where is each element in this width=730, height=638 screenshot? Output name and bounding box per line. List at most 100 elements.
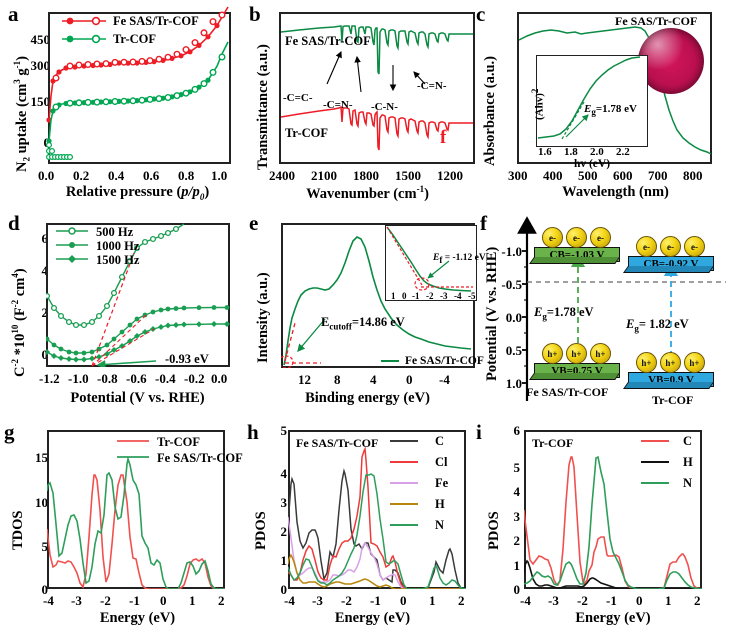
panel-g-xtick-4: 0 [160,593,167,608]
panel-f-electron-fe-2: e- [590,227,611,248]
panel-f-cb-band-tr-3d [623,266,714,273]
panel-e-xtick-4: -4 [439,372,450,387]
panel-e-inset-xtick-4: -3 [440,291,448,301]
panel-e: e Intensity (a.u.) Binding energy (eV) 1… [245,205,486,410]
panel-f-label: f [480,211,487,235]
panel-c-label: c [476,2,486,26]
panel-b-xlabel: Wavenumber (cm-1) [306,184,429,202]
panel-h-ytick-2: 2 [280,524,288,539]
panel-a-xtick-4: 0.8 [178,168,195,183]
panel-e-svg [281,236,472,368]
panel-c-inset-xtick-3: 2.2 [616,146,630,158]
panel-b-curve-label-0: Fe SAS/Tr-COF [285,34,371,48]
panel-i-ytick-3: 3 [513,509,521,524]
panel-e-xtick-1: 8 [334,372,341,387]
panel-e-inset-frame [385,225,477,301]
panel-h-xtick-2: -2 [341,593,352,608]
panel-h-legend-label-1: Cl [435,455,448,469]
panel-c-inset-svg [537,56,641,140]
panel-c-xtick-5: 800 [683,168,703,183]
panel-a-ytick-0: 0 [43,135,51,150]
panel-i-legend-swatches [641,440,669,484]
panel-f-hole-fe-2: h+ [590,343,611,364]
panel-e-xtick-3: 0 [406,372,413,387]
panel-e-xtick-0: 12 [298,372,311,387]
panel-f-electron-fe-0: e- [542,227,563,248]
panel-h-xlabel: Energy (eV) [334,610,411,626]
panel-a-xlabel: Relative pressure (p/p0) [65,184,210,202]
panel-d-xtick-1: -1.0 [68,371,89,386]
panel-a-series-tr [45,41,229,161]
panel-d-xtick-0: -1.2 [39,371,60,386]
panel-i-ytick-4: 4 [513,484,521,499]
panel-g-xlabel: Energy (eV) [99,610,176,626]
panel-d-annotation: -0.93 eV [165,352,209,366]
panel-a-ytick-450: 450 [30,32,51,47]
panel-f-ytick-2: 0.0 [505,310,522,325]
panel-i-xtick-2: -2 [577,593,588,608]
panel-g-svg [47,440,225,589]
panel-f-material-name-fe: Fe SAS/Tr-COF [526,385,609,399]
panel-a-xtick-3: 0.6 [143,168,160,183]
panel-b-annotation-1: -C=N- [323,99,353,111]
panel-d-legend [56,227,88,263]
panel-i-ytick-1: 1 [513,558,521,573]
panel-d-xtick-5: -0.2 [184,371,205,386]
panel-c: c Absorbance (a.u.) Wavelength (nm) 300 … [468,0,730,205]
panel-d-legend-label-1: 1000 Hz [96,239,140,253]
panel-d-svg [46,223,230,367]
panel-h-ytick-4: 4 [280,466,288,481]
panel-f-hole-fe-1: h+ [566,343,587,364]
panel-i-legend-label-1: H [683,455,693,469]
panel-d-legend-label-0: 500 Hz [96,225,134,239]
panel-h-xtick-0: -4 [284,593,295,608]
panel-b-annotation-3: -C=N- [417,80,447,92]
panel-h-legend-label-3: H [435,497,445,511]
panel-h-xtick-4: 0 [400,593,407,608]
panel-h-legend-swatches [390,440,418,526]
panel-c-xlabel: Wavelength (nm) [562,184,669,200]
panel-d-xtick-2: -0.8 [97,371,118,386]
panel-d-xlabel: Potential (V vs. RHE) [70,390,205,406]
panel-i-xtick-5: 1 [665,593,672,608]
panel-h-label: h [247,420,259,444]
panel-a-legend-label-1: Tr-COF [113,32,157,46]
panel-f-gap-label-fe: Eg=1.78 eV [534,305,594,322]
panel-h-title: Fe SAS/Tr-COF [296,436,379,450]
panel-g-ytick-15: 15 [35,450,48,465]
panel-b-curve-label-1: Tr-COF [285,126,329,140]
panel-e-inset-xtick-2: -1 [412,291,420,301]
panel-g-legend-label-1: Fe SAS/Tr-COF [157,451,243,465]
panel-c-xtick-2: 500 [578,168,598,183]
panel-a-svg [45,6,229,161]
panel-c-xtick-3: 600 [613,168,633,183]
panel-i-title: Tr-COF [532,436,574,450]
panel-e-inset-annotation: Ef = -1.12 eV [433,253,486,265]
panel-i: i PDOS Energy (eV) 0 1 2 3 4 5 6 -4 -3 -… [468,410,730,638]
panel-f-vb-band-fe-3d [529,373,620,380]
panel-e-inset-svg [386,226,473,292]
panel-f-hole-fe-0: h+ [542,343,563,364]
panel-c-sample-label: Fe SAS/Tr-COF [615,14,698,28]
panel-b-inner-label: f [440,127,447,148]
panel-b-xtick-4: 1200 [437,168,463,183]
panel-i-xtick-3: -1 [606,593,617,608]
panel-g-legend-label-0: Tr-COF [157,435,201,449]
panel-f-hole-tr-1: h+ [660,352,681,373]
panel-h-ytick-3: 3 [280,495,288,510]
panel-f-hole-tr-2: h+ [684,352,705,373]
panel-b-xtick-1: 2100 [311,168,337,183]
panel-c-inset-ylabel: (Ahv)2 [530,88,546,120]
panel-f-electron-tr-0: e- [636,236,657,257]
panel-h-ytick-1: 1 [280,553,288,568]
panel-h-legend-label-2: Fe [435,476,449,490]
panel-h-ytick-0: 0 [280,582,288,597]
panel-e-ylabel: Intensity (a.u.) [255,272,271,363]
panel-h-xtick-6: 2 [458,593,465,608]
panel-b-svg [280,25,473,151]
panel-d-label: d [8,211,20,235]
panel-i-xtick-6: 2 [694,593,701,608]
panel-i-xlabel: Energy (eV) [575,610,651,626]
panel-d-ytick-0: 0 [41,347,49,362]
panel-d-ytick-2: 2 [41,305,49,320]
